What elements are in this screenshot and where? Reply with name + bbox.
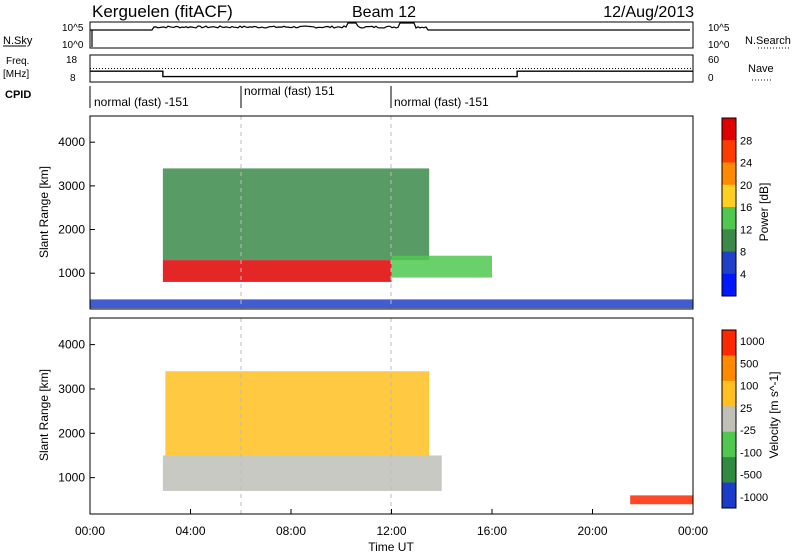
heatmap-region [165,371,430,456]
x-tick-label: 00:00 [678,524,708,538]
noise-tick-top-left: 10^5 [62,23,84,34]
colorbar-swatch [722,330,736,356]
nave-tick-0: 0 [708,73,714,84]
noise-search-label: N.Search [745,35,791,47]
y-tick-label: 2000 [58,223,85,237]
heatmap-region [391,255,492,278]
colorbar-swatch [722,207,736,230]
nave-label: Nave [748,63,774,75]
colorbar-tick-label: -1000 [740,492,768,504]
y-tick-label: 4000 [58,338,85,352]
x-axis-label: Time UT [368,540,414,554]
y-tick-label: 2000 [58,426,85,440]
noise-panel-frame [89,21,694,49]
x-tick-label: 00:00 [75,524,105,538]
freq-tick-18: 18 [66,55,78,66]
freq-panel: Freq. [MHz] 18 8 60 0 Nave [3,54,774,84]
power-panel: 1000 2000 3000 4000 Slant Range [km] 4 8 12 16… [37,115,771,310]
colorbar-swatch [722,355,736,382]
velocity-colorbar-label: Velocity [m s^-1] [767,372,781,459]
x-tick-label: 20:00 [577,524,607,538]
colorbar-swatch [722,431,736,458]
colorbar-tick-label: 8 [740,247,746,259]
power-colorbar: 4 8 12 16 20 24 28 [721,117,752,297]
freq-line [90,70,693,78]
colorbar-swatch [722,184,736,208]
station-title: Kerguelen (fitACF) [92,2,233,21]
cpid-segment-1: normal (fast) -151 [94,95,189,109]
colorbar-swatch [722,118,736,141]
colorbar-tick-label: 4 [740,269,746,281]
colorbar-frame [721,329,737,509]
colorbar-frame [721,117,737,297]
colorbar-tick-label: 16 [740,202,752,214]
noise-sky-line [90,22,690,47]
power-panel-frame [89,115,694,310]
colorbar-swatch [722,229,736,252]
colorbar-swatch [722,251,736,275]
colorbar-swatch [722,162,736,186]
cpid-segment-3: normal (fast) -151 [394,95,489,109]
heatmap-region [162,455,442,491]
colorbar-tick-label: 24 [740,158,752,170]
velocity-data [162,371,693,505]
colorbar-swatch [722,482,736,509]
noise-sky-label: N.Sky [3,35,33,47]
colorbar-tick-label: 12 [740,224,752,236]
x-axis-ticks: 00:00 04:00 08:00 12:00 16:00 20:00 00:00 [75,509,708,538]
colorbar-tick-label: 100 [740,381,758,393]
x-tick-label: 16:00 [477,524,507,538]
cpid-segment-2: normal (fast) 151 [244,84,335,98]
y-tick-label: 1000 [58,266,85,280]
power-yticks: 1000 2000 3000 4000 [58,135,95,280]
colorbar-swatch [722,380,736,407]
colorbar-swatch [722,457,736,484]
cpid-label: CPID [5,89,31,101]
nave-tick-60: 60 [708,55,720,66]
velocity-ylabel: Slant Range [km] [37,369,51,461]
y-tick-label: 3000 [58,382,85,396]
colorbar-swatch [722,406,736,433]
colorbar-tick-label: 28 [740,135,752,147]
y-tick-label: 4000 [58,135,85,149]
heatmap-region [162,260,392,282]
colorbar-tick-label: -25 [740,425,756,437]
heatmap-region [630,495,693,505]
freq-tick-8: 8 [70,73,76,84]
cpid-panel: CPID normal (fast) -151 normal (fast) 15… [5,84,489,109]
y-tick-label: 1000 [58,471,85,485]
colorbar-swatch [722,140,736,163]
colorbar-tick-label: 1000 [740,336,764,348]
colorbar-tick-label: -100 [740,447,762,459]
heatmap-region [162,168,430,261]
beam-title: Beam 12 [352,4,416,21]
date-title: 12/Aug/2013 [603,4,694,21]
velocity-colorbar: 1000 500 100 25 -25 -100 -500 -1000 [721,329,768,509]
colorbar-tick-label: 25 [740,403,752,415]
power-ylabel: Slant Range [km] [37,166,51,258]
colorbar-tick-label: 500 [740,358,758,370]
noise-panel: N.Sky 10^5 10^0 10^5 10^0 N.Search [3,21,791,51]
x-tick-label: 04:00 [175,524,205,538]
noise-tick-bottom-left: 10^0 [62,40,84,51]
colorbar-tick-label: -500 [740,470,762,482]
velocity-panel: 1000 2000 3000 4000 Slant Range [km] 1000 50… [37,317,781,515]
freq-label-1: Freq. [6,56,29,67]
freq-label-2: [MHz] [3,69,29,80]
power-colorbar-label: Power [dB] [757,183,771,242]
x-tick-label: 12:00 [376,524,406,538]
colorbar-tick-label: 20 [740,180,752,192]
x-tick-label: 08:00 [276,524,306,538]
colorbar-swatch [722,273,736,297]
noise-tick-top-right: 10^5 [708,23,730,34]
y-tick-label: 3000 [58,179,85,193]
noise-tick-bottom-right: 10^0 [708,40,730,51]
velocity-yticks: 1000 2000 3000 4000 [58,338,95,485]
